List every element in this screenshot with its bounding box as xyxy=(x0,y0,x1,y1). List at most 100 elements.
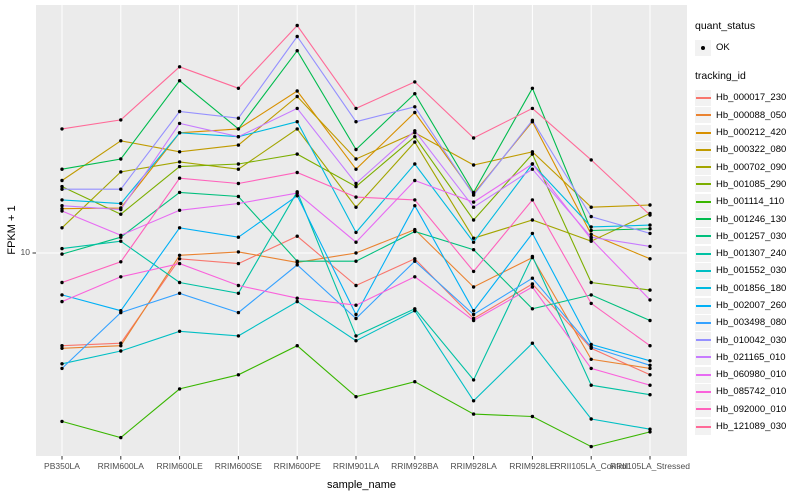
data-point xyxy=(60,178,64,183)
series-color-line-icon xyxy=(695,339,711,342)
data-point xyxy=(119,344,123,348)
data-point xyxy=(60,204,64,208)
legend-item-label: Hb_000702_090 xyxy=(716,161,787,173)
data-point xyxy=(60,280,64,285)
data-point xyxy=(354,240,358,244)
data-point xyxy=(648,318,652,323)
data-point xyxy=(177,176,182,180)
data-point xyxy=(177,150,182,154)
data-point xyxy=(177,109,182,114)
data-point xyxy=(530,307,535,311)
data-point xyxy=(648,244,652,249)
data-point xyxy=(413,198,417,202)
data-point xyxy=(295,234,299,238)
data-point xyxy=(589,228,593,233)
data-point xyxy=(589,280,593,285)
data-point xyxy=(177,190,182,195)
series-color-line-icon xyxy=(695,269,711,272)
data-point xyxy=(60,252,64,256)
legend-title-quant-status: quant_status xyxy=(695,20,756,32)
legend-item-label: Hb_121089_030 xyxy=(716,421,787,433)
data-point xyxy=(119,118,123,122)
data-point xyxy=(471,269,476,274)
legend-key-box xyxy=(695,366,711,383)
data-point xyxy=(589,345,593,349)
data-point xyxy=(648,366,652,371)
data-point xyxy=(177,253,182,257)
data-point xyxy=(354,259,358,263)
data-point xyxy=(236,261,241,266)
legend-item-label: Hb_021165_010 xyxy=(716,351,786,363)
data-point xyxy=(648,288,652,292)
data-point xyxy=(413,92,417,96)
data-point xyxy=(177,160,182,164)
data-point xyxy=(60,299,64,304)
data-point xyxy=(119,260,123,264)
data-point xyxy=(530,254,535,259)
data-point xyxy=(60,226,64,230)
legend-key-box xyxy=(695,141,711,158)
legend-title-tracking-id: tracking_id xyxy=(695,70,746,83)
series-color-line-icon xyxy=(695,148,711,151)
legend: quant_status OK tracking_id Hb_000017_23… xyxy=(695,20,799,435)
data-point xyxy=(471,412,476,416)
series-color-line-icon xyxy=(695,425,711,428)
data-point xyxy=(60,346,64,350)
legend-item: Hb_002007_260 xyxy=(695,297,799,314)
series-color-line-icon xyxy=(695,390,711,393)
data-point xyxy=(354,230,358,235)
x-tick-label: RRIM600LA xyxy=(97,461,144,471)
data-point xyxy=(177,257,182,261)
legend-item: Hb_010042_030 xyxy=(695,331,799,349)
data-point xyxy=(295,89,299,93)
data-point xyxy=(413,178,417,183)
series-color-line-icon xyxy=(695,321,711,324)
data-point xyxy=(177,79,182,83)
data-point xyxy=(119,239,123,243)
legend-item: Hb_001856_180 xyxy=(695,280,799,297)
series-color-line-icon xyxy=(695,218,711,221)
data-point xyxy=(471,248,476,252)
legend-item-label: Hb_003498_080 xyxy=(716,317,787,329)
legend-item-label: OK xyxy=(716,42,730,54)
x-tick-label: RRIM928BA xyxy=(391,461,439,471)
data-point xyxy=(589,383,593,387)
data-point xyxy=(530,231,535,236)
data-point xyxy=(471,240,476,244)
x-tick-label: RRIM600LE xyxy=(156,461,203,471)
data-point xyxy=(236,135,241,139)
data-point xyxy=(119,139,123,143)
data-point xyxy=(530,162,535,166)
data-point xyxy=(354,303,358,307)
data-point xyxy=(119,341,123,345)
data-point xyxy=(236,162,241,166)
data-point xyxy=(60,419,64,424)
data-point xyxy=(60,209,64,213)
legend-item-label: Hb_000212_420 xyxy=(716,127,787,139)
data-point xyxy=(589,225,593,229)
data-point xyxy=(236,291,241,295)
data-point xyxy=(354,195,358,199)
data-point xyxy=(648,227,652,231)
data-point xyxy=(236,373,241,377)
x-axis-title: sample_name xyxy=(326,479,397,491)
legend-item: Hb_001257_030 xyxy=(695,228,799,245)
series-color-line-icon xyxy=(695,96,711,99)
x-tick-label: RRII105LA_Control xyxy=(554,461,629,471)
data-point xyxy=(471,163,476,167)
data-point xyxy=(177,121,182,126)
legend-item-label: Hb_001257_030 xyxy=(716,230,787,242)
data-point xyxy=(589,158,593,162)
data-point xyxy=(119,233,123,237)
data-point xyxy=(530,118,535,123)
y-axis-title: FPKM + 1 xyxy=(6,205,18,255)
legend-item-label: Hb_000322_080 xyxy=(716,144,787,156)
data-point xyxy=(530,285,535,289)
data-point xyxy=(295,299,299,304)
data-point xyxy=(354,184,358,189)
data-point xyxy=(177,261,182,266)
series-color-line-icon xyxy=(695,235,711,238)
series-color-line-icon xyxy=(695,252,711,255)
data-point xyxy=(295,152,299,156)
data-point xyxy=(177,291,182,295)
